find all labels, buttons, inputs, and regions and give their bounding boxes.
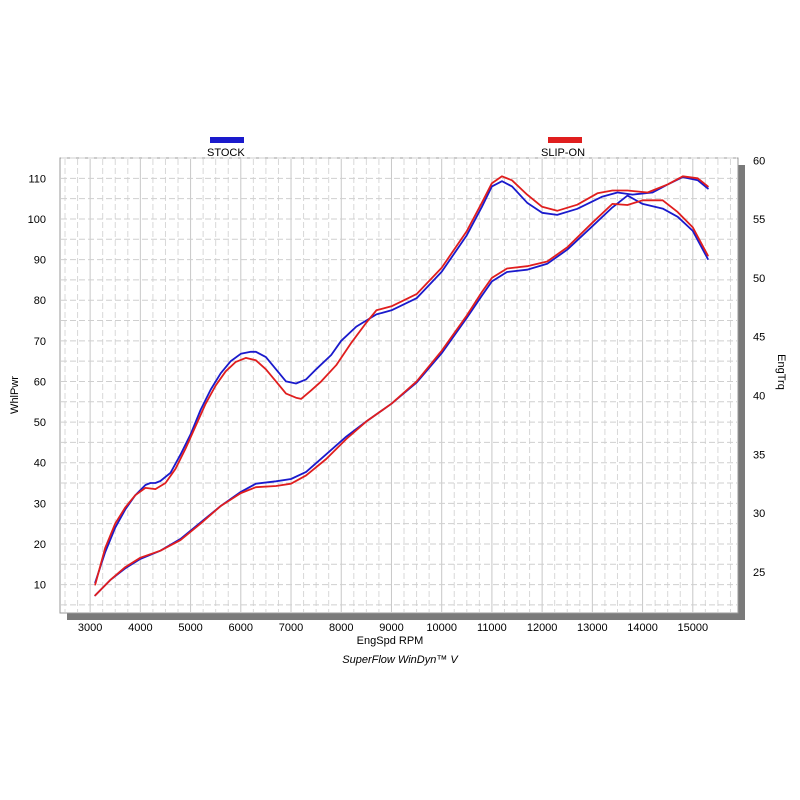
stock-power-line xyxy=(94,176,709,584)
x-tick-label: 8000 xyxy=(329,622,353,634)
left-tick-label: 80 xyxy=(34,295,46,307)
left-axis-label: WhlPwr xyxy=(9,376,21,414)
left-tick-label: 110 xyxy=(28,173,46,185)
x-tick-label: 13000 xyxy=(577,622,608,634)
left-tick-label: 100 xyxy=(28,214,46,226)
x-tick-label: 11000 xyxy=(477,622,507,634)
x-tick-label: 6000 xyxy=(229,622,253,634)
x-tick-label: 5000 xyxy=(178,622,202,634)
left-tick-label: 50 xyxy=(34,417,46,429)
x-tick-label: 12000 xyxy=(527,622,558,634)
right-tick-label: 45 xyxy=(753,332,765,344)
x-tick-label: 3000 xyxy=(78,622,102,634)
footer-caption: SuperFlow WinDyn™ V xyxy=(342,654,459,666)
right-axis-label: EngTrq xyxy=(775,354,787,390)
left-tick-label: 60 xyxy=(34,376,46,388)
slip-on-power-line xyxy=(94,175,709,586)
right-tick-label: 30 xyxy=(753,508,765,520)
x-tick-label: 14000 xyxy=(627,622,658,634)
right-tick-label: 40 xyxy=(753,390,765,402)
x-tick-label: 15000 xyxy=(678,622,709,634)
x-tick-label: 4000 xyxy=(128,622,152,634)
legend-label-stock: STOCK xyxy=(207,147,245,159)
left-tick-label: 20 xyxy=(34,539,46,551)
series-lines xyxy=(94,175,709,597)
right-tick-label: 50 xyxy=(753,273,765,285)
right-tick-label: 25 xyxy=(753,567,765,579)
plot-area xyxy=(59,157,739,614)
left-tick-label: 30 xyxy=(34,498,46,510)
x-tick-label: 7000 xyxy=(279,622,303,634)
x-axis-ticks: 3000 4000 5000 6000 7000 8000 9000 10000 11000 12… xyxy=(78,622,708,634)
x-tick-label: 10000 xyxy=(426,622,457,634)
slip-on-torque-line xyxy=(94,199,709,597)
right-tick-label: 35 xyxy=(753,449,765,461)
right-tick-label: 55 xyxy=(753,214,765,226)
legend-label-slip-on: SLIP-ON xyxy=(541,147,585,159)
left-axis-ticks: 10 20 30 40 50 60 70 80 90 100 110 xyxy=(28,173,46,591)
x-tick-label: 9000 xyxy=(379,622,403,634)
x-axis-label: EngSpd RPM xyxy=(357,635,424,647)
left-tick-label: 40 xyxy=(34,458,46,470)
right-tick-label: 60 xyxy=(753,155,765,167)
legend-swatch-stock xyxy=(210,137,244,143)
legend-swatch-slip-on xyxy=(548,137,582,143)
left-tick-label: 10 xyxy=(34,580,46,592)
right-axis-ticks: 25 30 35 40 45 50 55 60 xyxy=(753,155,765,578)
left-tick-label: 90 xyxy=(34,255,46,267)
left-tick-label: 70 xyxy=(34,336,46,348)
